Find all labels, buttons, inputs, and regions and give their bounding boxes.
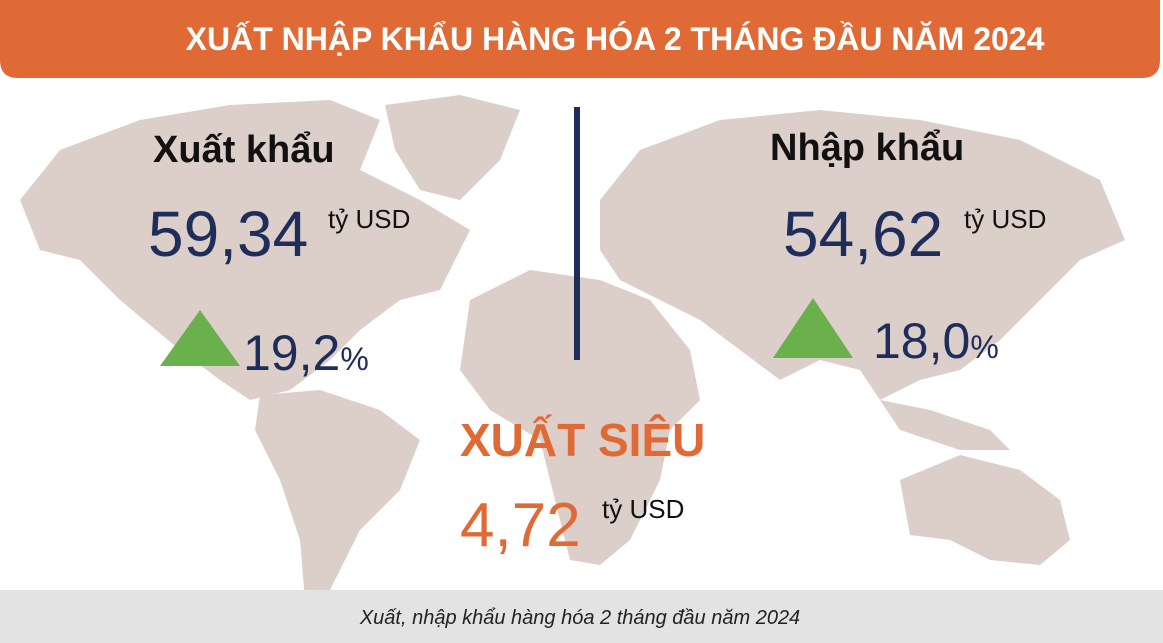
import-change-unit: % xyxy=(970,329,998,365)
surplus-value: 4,72 xyxy=(460,491,581,560)
import-label: Nhập khẩu xyxy=(770,127,964,169)
export-value: 59,34 xyxy=(148,198,308,270)
export-change-unit: % xyxy=(340,341,368,377)
import-value: 54,62 xyxy=(783,198,943,270)
import-unit: tỷ USD xyxy=(964,204,1046,234)
up-arrow xyxy=(773,298,853,358)
export-label: Xuất khẩu xyxy=(153,129,335,171)
export-change: 19,2% xyxy=(243,325,369,381)
title-banner xyxy=(0,0,1160,78)
surplus-label: XUẤT SIÊU xyxy=(460,414,705,466)
world-map xyxy=(20,95,1125,600)
import-change: 18,0% xyxy=(873,313,999,369)
import-change-value: 18,0 xyxy=(873,313,970,369)
export-change-value: 19,2 xyxy=(243,325,340,381)
caption: Xuất, nhập khẩu hàng hóa 2 tháng đầu năm… xyxy=(359,607,800,629)
surplus-unit: tỷ USD xyxy=(602,494,684,524)
title: XUẤT NHẬP KHẨU HÀNG HÓA 2 THÁNG ĐẦU NĂM … xyxy=(186,21,1045,57)
up-arrow xyxy=(160,310,240,366)
caption-bar xyxy=(0,590,1163,643)
export-unit: tỷ USD xyxy=(328,204,410,234)
divider xyxy=(574,107,580,360)
